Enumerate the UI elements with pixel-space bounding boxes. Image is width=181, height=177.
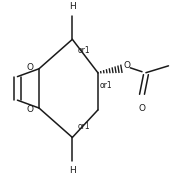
Text: or1: or1 bbox=[77, 122, 90, 131]
Text: H: H bbox=[69, 166, 76, 175]
Text: H: H bbox=[69, 2, 76, 11]
Text: or1: or1 bbox=[100, 81, 112, 90]
Text: O: O bbox=[123, 61, 130, 70]
Text: O: O bbox=[138, 104, 146, 113]
Text: O: O bbox=[26, 105, 33, 115]
Text: O: O bbox=[26, 63, 33, 72]
Text: or1: or1 bbox=[77, 46, 90, 55]
